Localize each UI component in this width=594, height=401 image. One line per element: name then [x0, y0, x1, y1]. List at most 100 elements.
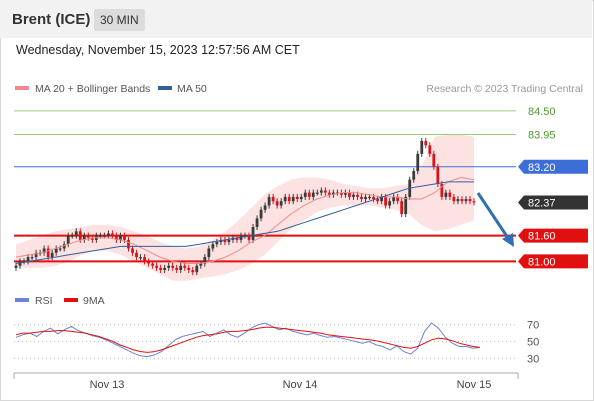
- candle-body: [251, 227, 255, 240]
- time-axis: Nov 13 Nov 14 Nov 15: [13, 372, 519, 391]
- candle-body: [380, 196, 383, 202]
- candle-body: [26, 257, 30, 262]
- ma50-legend-swatch: [158, 86, 172, 90]
- candle-body: [58, 248, 62, 250]
- candle-body: [340, 192, 343, 195]
- candle-body: [311, 192, 315, 197]
- candle-body: [315, 192, 319, 194]
- candle-body: [199, 263, 203, 266]
- timeframe-badge[interactable]: 30 MIN: [94, 9, 145, 31]
- candle-body: [34, 252, 38, 258]
- candle-body: [102, 235, 106, 237]
- ma50-line: [15, 181, 474, 264]
- candle-body: [62, 244, 66, 249]
- rsi-tick-50: 50: [527, 337, 539, 349]
- candle-body: [167, 265, 171, 268]
- level-tag-82.37: [518, 195, 588, 210]
- candle-body: [46, 248, 50, 258]
- candle-body: [191, 270, 195, 273]
- level-label-81.60: 81.60: [528, 231, 556, 243]
- candle-body: [143, 257, 146, 262]
- timestamp: Wednesday, November 15, 2023 12:57:56 AM…: [16, 43, 300, 57]
- candle-body: [364, 196, 367, 200]
- candle-body: [432, 153, 436, 167]
- candle-body: [275, 201, 279, 206]
- rsi-series-rsi: [15, 322, 481, 358]
- rsi-legend-label: RSI: [35, 295, 53, 307]
- candle-body: [175, 267, 179, 270]
- ma20-line: [15, 176, 475, 264]
- level-label-84.50: 84.50: [528, 106, 556, 118]
- rsi-tick-70: 70: [527, 320, 539, 332]
- bollinger-bands: [16, 134, 474, 281]
- candle-body: [135, 252, 138, 258]
- candle-body: [283, 196, 287, 202]
- candle-body: [187, 267, 191, 270]
- candle-body: [14, 265, 18, 268]
- candle-body: [468, 199, 472, 202]
- candle-body: [50, 252, 54, 258]
- candle-body: [436, 166, 440, 184]
- candle-body: [412, 171, 416, 180]
- level-label-83.20: 83.20: [528, 162, 556, 174]
- candle-body: [344, 192, 347, 195]
- candle-body: [327, 192, 331, 195]
- candle-body: [255, 218, 259, 227]
- candle-body: [98, 235, 102, 237]
- rsi-series-9ma: [15, 326, 481, 353]
- candle-body: [456, 199, 460, 202]
- forecast-arrow: [476, 192, 514, 247]
- candle-body: [259, 209, 263, 219]
- candle-body: [139, 257, 142, 259]
- candle-body: [183, 265, 187, 268]
- candle-body: [356, 194, 359, 197]
- ma20-legend-swatch: [15, 86, 29, 90]
- candle-body: [331, 192, 335, 195]
- ma20-legend-label: MA 20 + Bollinger Bands: [35, 83, 150, 95]
- candle-body: [151, 263, 154, 266]
- level-tag-83.20: [518, 159, 588, 174]
- candle-body: [448, 192, 452, 197]
- candle-body: [171, 265, 175, 268]
- candle-body: [267, 196, 271, 206]
- candles: [14, 137, 476, 276]
- candle-body: [119, 235, 122, 240]
- candle-body: [263, 205, 267, 210]
- candle-body: [30, 257, 34, 259]
- candle-body: [319, 190, 323, 193]
- price-levels: 84.50 83.95 83.20 82.37 81.60 81.00: [14, 106, 588, 269]
- candle-body: [18, 261, 22, 266]
- candle-body: [159, 267, 163, 270]
- candle-body: [207, 248, 211, 258]
- candle-body: [404, 196, 408, 215]
- header-bar: Brent (ICE) 30 MIN: [0, 0, 592, 38]
- candle-body: [420, 141, 424, 154]
- bollinger-band-area: [16, 134, 474, 281]
- candle-body: [147, 261, 150, 264]
- rsi-ma-legend-swatch: [64, 298, 78, 302]
- instrument-title: Brent (ICE): [12, 11, 91, 28]
- candle-body: [279, 201, 283, 206]
- candle-body: [223, 239, 227, 243]
- candle-body: [235, 237, 239, 240]
- moving-averages: [15, 176, 475, 264]
- candle-body: [74, 231, 78, 236]
- level-label-81.00: 81.00: [528, 256, 556, 268]
- candle-body: [376, 199, 379, 202]
- candle-body: [131, 248, 134, 253]
- candle-body: [295, 196, 299, 200]
- candle-body: [388, 201, 392, 206]
- candle-body: [203, 257, 207, 264]
- candle-body: [90, 237, 94, 240]
- candle-body: [179, 265, 183, 270]
- candle-body: [303, 192, 307, 197]
- candle-body: [163, 267, 167, 270]
- candle-body: [348, 192, 351, 197]
- candle-body: [211, 244, 215, 249]
- candle-body: [215, 242, 219, 245]
- level-tag-81.00: [518, 254, 588, 269]
- candle-body: [464, 199, 468, 202]
- candle-body: [227, 239, 231, 243]
- rsi-legend-swatch: [15, 298, 29, 302]
- rsi-ma-legend-label: 9MA: [83, 295, 105, 307]
